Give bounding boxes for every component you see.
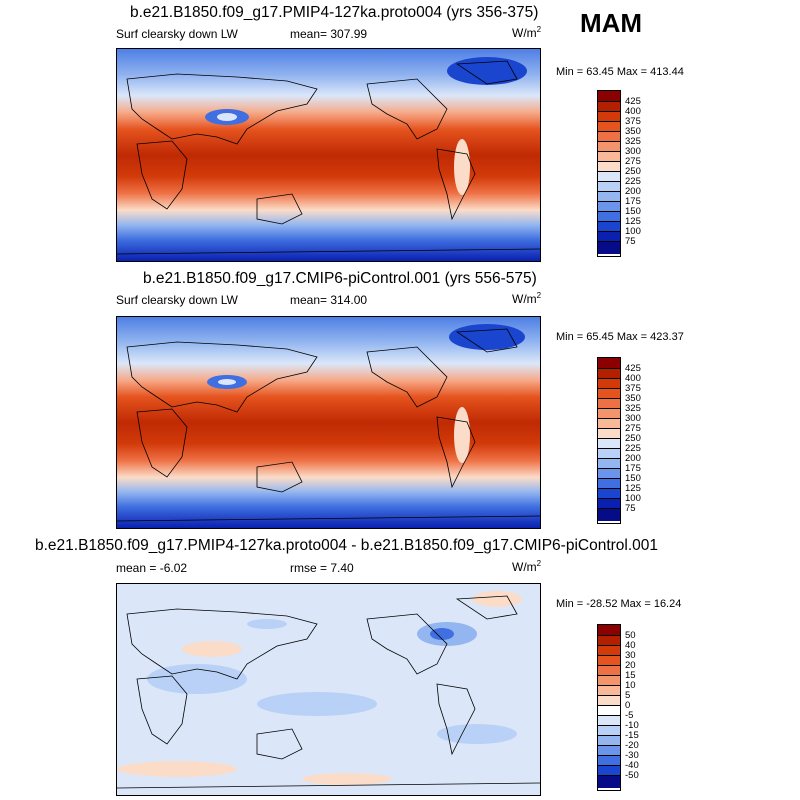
- cbar-tick: 100: [625, 226, 641, 237]
- cbar-tick: 225: [625, 443, 641, 454]
- panel1-map: [116, 48, 541, 262]
- cbar-tick: 400: [625, 373, 641, 384]
- cbar-tick: 125: [625, 483, 641, 494]
- cbar-tick: 300: [625, 413, 641, 424]
- cbar-tick: 350: [625, 126, 641, 137]
- cbar-tick: 225: [625, 176, 641, 187]
- cbar-tick: -10: [625, 720, 639, 731]
- cbar-tick: 125: [625, 216, 641, 227]
- cbar-tick: 15: [625, 670, 636, 681]
- cbar-tick: 40: [625, 640, 636, 651]
- cbar-tick: -40: [625, 760, 639, 771]
- cbar-tick: 0: [625, 700, 631, 711]
- panel1-field: [117, 49, 540, 261]
- panel1-units: W/m2: [512, 25, 542, 40]
- cbar-tick: 30: [625, 650, 636, 661]
- cbar-tick: 150: [625, 473, 641, 484]
- cbar-tick: 325: [625, 403, 641, 414]
- panel2-units: W/m2: [512, 291, 542, 306]
- cbar-tick: 400: [625, 106, 641, 117]
- cbar-tick: 325: [625, 136, 641, 147]
- panel2-field: [117, 317, 540, 528]
- cbar-tick: 250: [625, 433, 641, 444]
- cbar-tick: 20: [625, 660, 636, 671]
- panel3-minmax: Min = -28.52 Max = 16.24: [556, 598, 682, 610]
- panel2-map: [116, 316, 541, 529]
- cbar-tick: -20: [625, 740, 639, 751]
- cbar-tick: 100: [625, 493, 641, 504]
- panel3-units: W/m2: [512, 559, 542, 574]
- cbar-tick: 75: [625, 236, 636, 247]
- panel3-colorbar: [597, 624, 621, 791]
- panel1-title: b.e21.B1850.f09_g17.PMIP4-127ka.proto004…: [130, 4, 539, 21]
- panel1-minmax: Min = 63.45 Max = 413.44: [556, 66, 684, 78]
- cbar-tick: -30: [625, 750, 639, 761]
- panel3-title: b.e21.B1850.f09_g17.PMIP4-127ka.proto004…: [35, 537, 659, 554]
- cbar-tick: 300: [625, 146, 641, 157]
- cbar-tick: 275: [625, 156, 641, 167]
- panel1-colorbar-labels: 425 400 375 350 325 300 275 250 225 200 …: [625, 97, 641, 247]
- panel3-mean-label: mean = -6.02: [116, 561, 188, 575]
- cbar-tick: -15: [625, 730, 639, 741]
- cbar-tick: 425: [625, 96, 641, 107]
- cbar-tick: 175: [625, 463, 641, 474]
- cbar-tick: 350: [625, 393, 641, 404]
- panel1-variable-label: Surf clearsky down LW: [116, 27, 238, 41]
- cbar-tick: 10: [625, 680, 636, 691]
- panel2-colorbar-labels: 425 400 375 350 325 300 275 250 225 200 …: [625, 364, 641, 514]
- cbar-tick: 75: [625, 503, 636, 514]
- cbar-tick: 275: [625, 423, 641, 434]
- panel3-map: [116, 583, 541, 796]
- cbar-tick: 175: [625, 196, 641, 207]
- cbar-tick: -5: [625, 710, 634, 721]
- cbar-tick: 150: [625, 206, 641, 217]
- panel1-colorbar: [597, 90, 621, 257]
- cbar-tick: 375: [625, 116, 641, 127]
- cbar-tick: 200: [625, 453, 641, 464]
- panel2-title: b.e21.B1850.f09_g17.CMIP6-piControl.001 …: [143, 270, 537, 287]
- season-label: MAM: [580, 8, 643, 38]
- panel1-mean-label: mean= 307.99: [290, 27, 368, 41]
- panel2-variable-label: Surf clearsky down LW: [116, 293, 238, 307]
- panel2-mean-label: mean= 314.00: [290, 293, 368, 307]
- cbar-tick: 200: [625, 186, 641, 197]
- panel2-minmax: Min = 65.45 Max = 423.37: [556, 331, 684, 343]
- cbar-tick: 250: [625, 166, 641, 177]
- panel3-rmse-label: rmse = 7.40: [290, 561, 354, 575]
- panel3-colorbar-labels: 50 40 30 20 15 10 5 0 -5 -10 -15 -20 -30…: [625, 631, 639, 781]
- cbar-tick: 5: [625, 690, 631, 701]
- cbar-tick: 50: [625, 630, 636, 641]
- cbar-tick: 375: [625, 383, 641, 394]
- panel2-colorbar: [597, 357, 621, 524]
- panel3-field: [117, 584, 540, 795]
- cbar-tick: 425: [625, 363, 641, 374]
- cbar-tick: -50: [625, 770, 639, 781]
